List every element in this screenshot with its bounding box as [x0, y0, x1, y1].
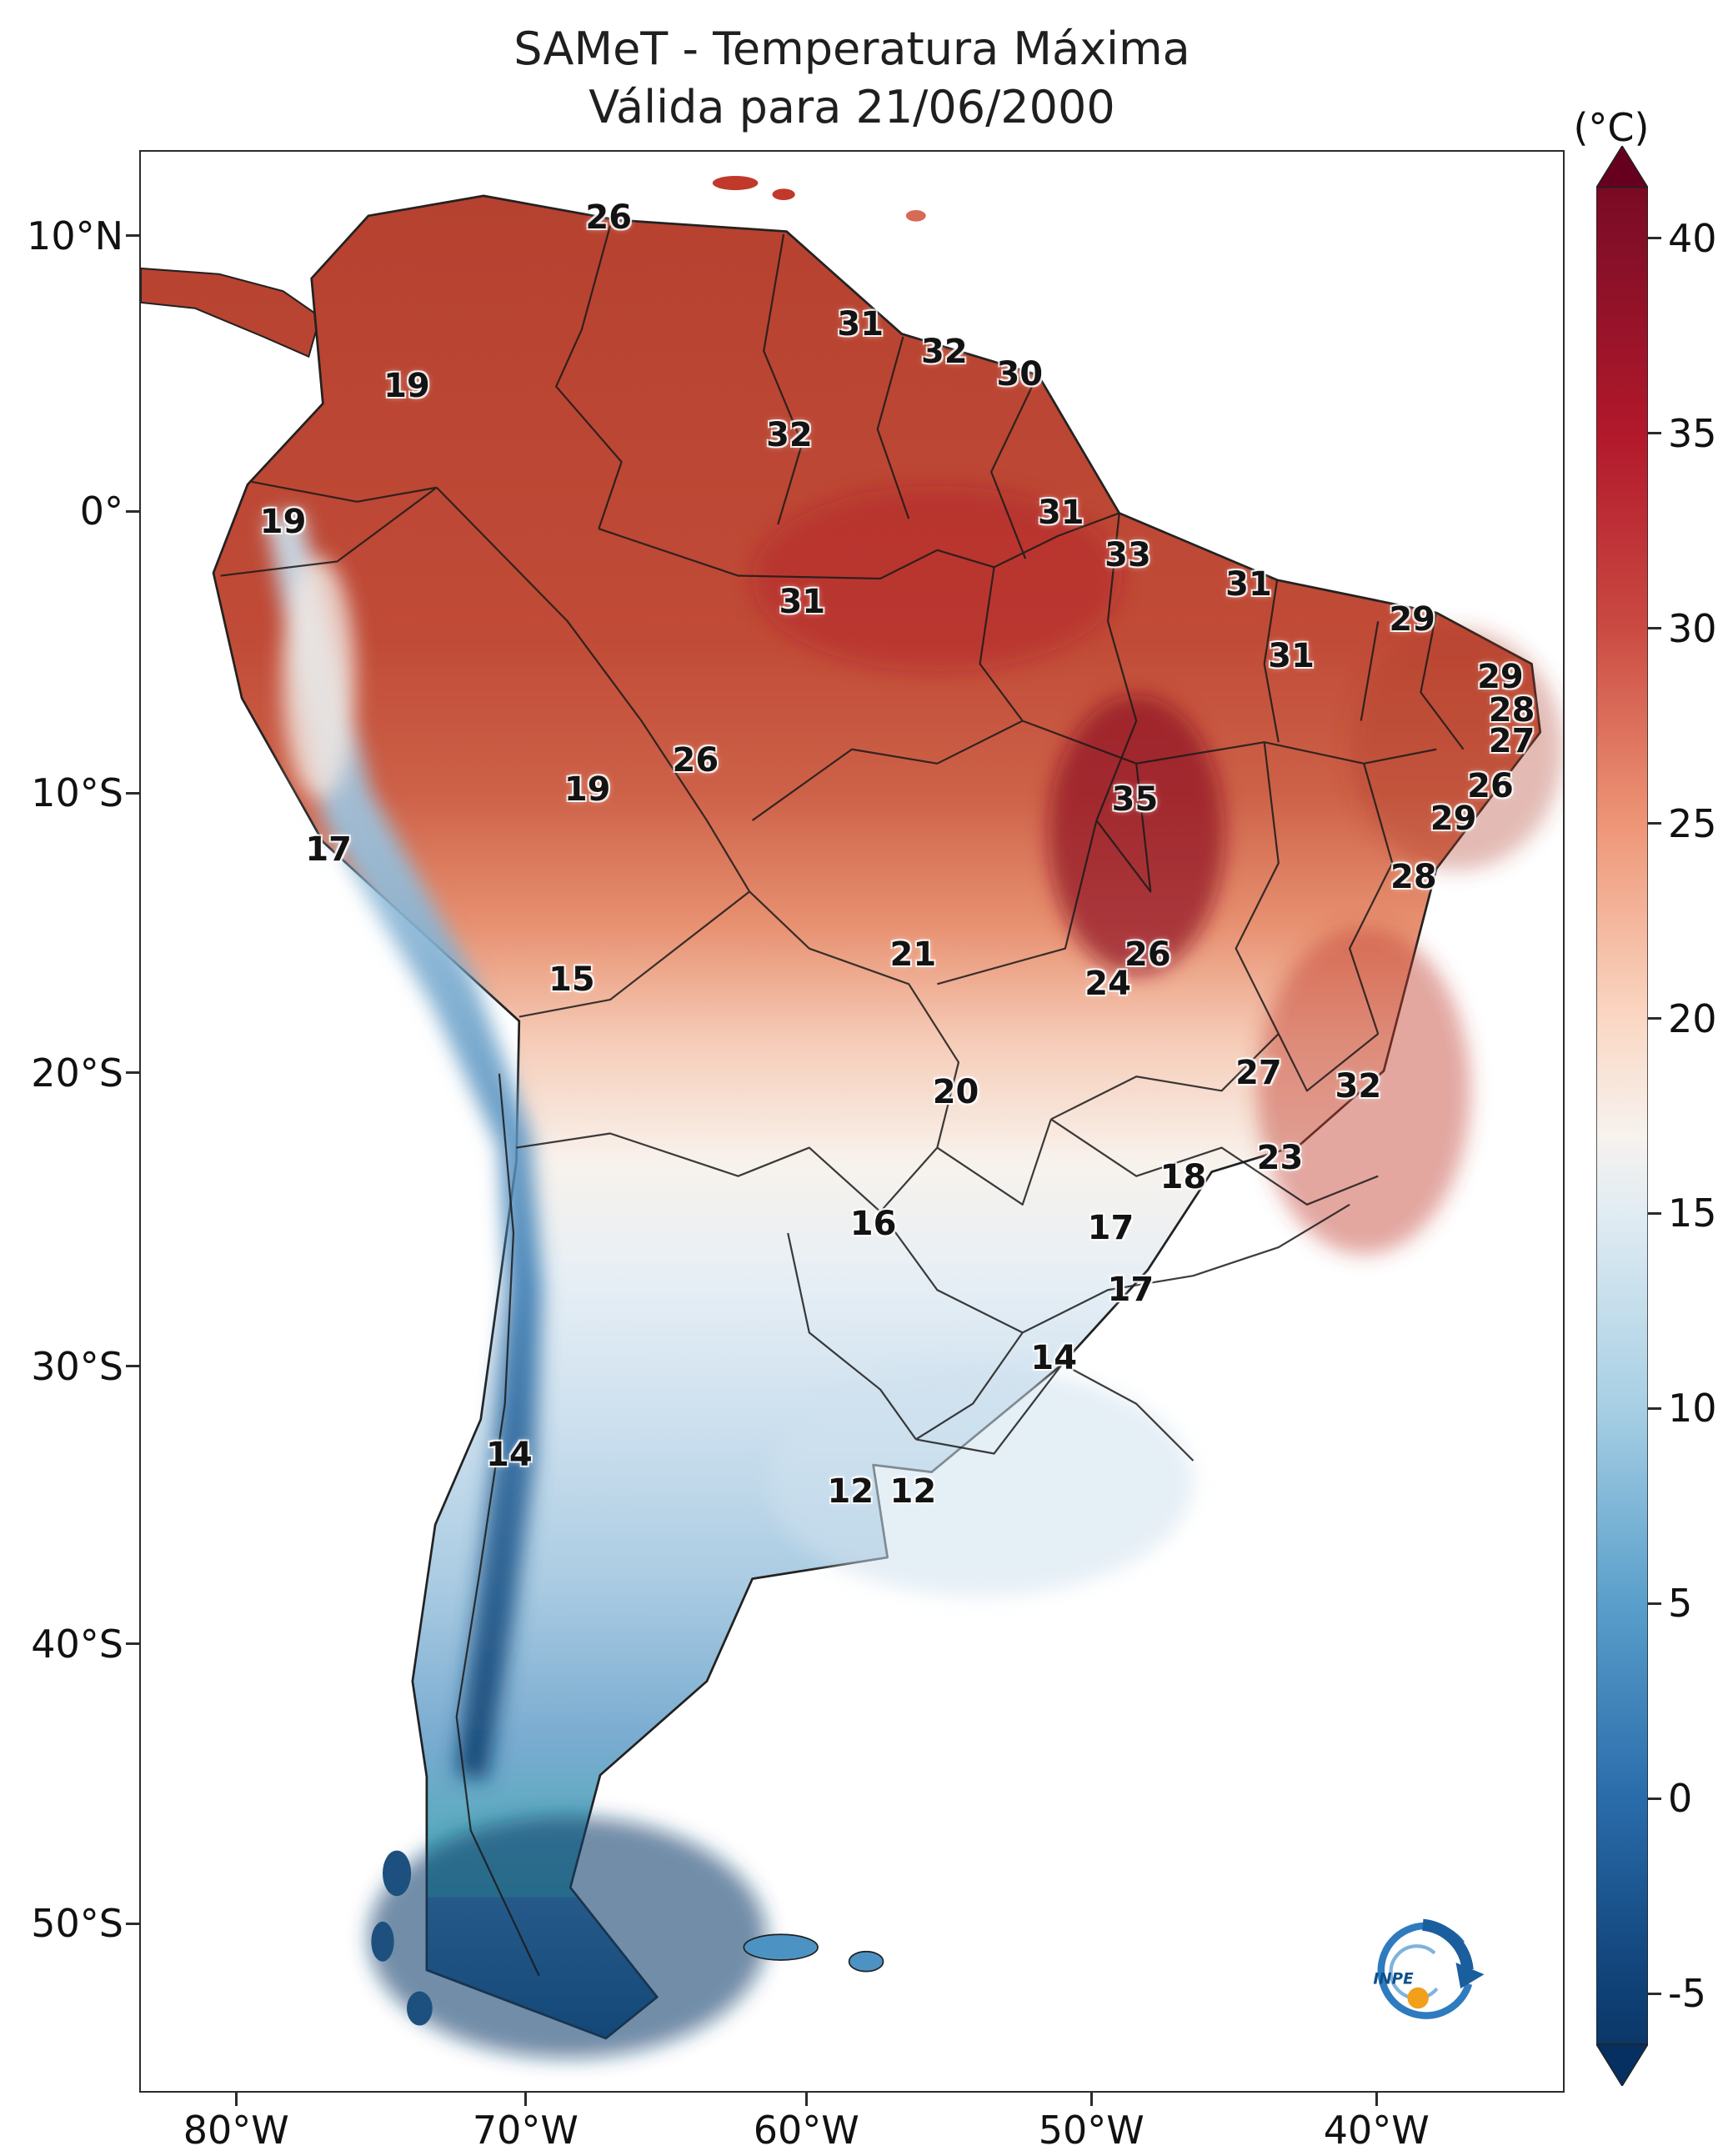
hot-band-north — [752, 486, 1123, 671]
colorbar-tick-label: 40 — [1668, 215, 1717, 261]
colorbar-tick-label: 15 — [1668, 1191, 1717, 1236]
axis-tick-mark — [523, 2093, 527, 2106]
axis-tick-mark — [126, 791, 139, 795]
axis-tick-mark — [1648, 1992, 1661, 1995]
logo-text: INPE — [1374, 1970, 1415, 1988]
axis-tick-mark — [234, 2093, 238, 2106]
axis-tick-mark — [126, 1071, 139, 1075]
axis-tick-mark — [1648, 1017, 1661, 1020]
axis-tick-mark — [126, 1642, 139, 1646]
map-title: SAMeT - Temperatura Máxima — [513, 23, 1190, 75]
axis-tick-mark — [126, 1922, 139, 1925]
colorbar-unit-label: (°C) — [1573, 105, 1650, 150]
map-frame: 26 31 32 30 19 32 19 31 33 31 31 29 31 29 28 27 26 19 26 35… — [139, 150, 1565, 2093]
political-borders — [220, 225, 1465, 1977]
colorbar-tick-label: -5 — [1668, 1971, 1706, 2017]
axis-tick-mark — [1375, 2093, 1378, 2106]
lat-tick-label: 20°S — [31, 1050, 123, 1096]
axis-tick-mark — [126, 234, 139, 238]
lon-tick-label: 70°W — [472, 2108, 579, 2153]
axis-tick-mark — [1648, 1406, 1661, 1410]
lon-tick-label: 80°W — [183, 2108, 289, 2153]
colorbar-tick-label: 10 — [1668, 1386, 1717, 1431]
lon-tick-label: 60°W — [753, 2108, 859, 2153]
inpe-logo: INPE — [1350, 1914, 1491, 2039]
logo-arrowhead — [1455, 1962, 1485, 1988]
pale-coast-peru — [281, 557, 356, 800]
colorbar — [1596, 146, 1648, 2086]
axis-tick-mark — [804, 2093, 808, 2106]
axis-tick-mark — [1648, 1797, 1661, 1800]
lon-tick-label: 40°W — [1323, 2108, 1430, 2153]
colorbar-tick-label: 30 — [1668, 605, 1717, 651]
map-subtitle: Válida para 21/06/2000 — [589, 81, 1115, 134]
colorbar-tick-label: 5 — [1668, 1581, 1693, 1627]
axis-tick-mark — [1089, 2093, 1093, 2106]
axis-tick-mark — [1648, 822, 1661, 825]
axis-tick-mark — [1648, 237, 1661, 240]
colorbar-tick-label: 0 — [1668, 1776, 1693, 1822]
hot-spot-tocantins — [1048, 694, 1225, 975]
hot-spot-southeast — [1257, 927, 1471, 1255]
colorbar-extend-max — [1596, 146, 1648, 188]
south-america-temperature-map — [141, 176, 1563, 2058]
lat-tick-label: 40°S — [31, 1621, 123, 1667]
title-block: SAMeT - Temperatura Máxima Válida para 2… — [139, 20, 1565, 137]
axis-tick-mark — [1648, 1602, 1661, 1605]
hot-spot-northeast-coast — [1350, 628, 1563, 870]
cold-patagonia — [368, 1816, 767, 2058]
axis-tick-mark — [1648, 627, 1661, 630]
logo-arrow — [1422, 1918, 1475, 1971]
axis-tick-mark — [1648, 432, 1661, 435]
axis-tick-mark — [126, 509, 139, 513]
lat-tick-label: 0° — [79, 489, 123, 534]
lat-tick-label: 50°S — [31, 1901, 123, 1947]
lat-tick-label: 10°N — [27, 213, 123, 258]
axis-tick-mark — [1648, 1211, 1661, 1215]
lat-tick-label: 10°S — [31, 770, 123, 816]
lon-tick-label: 50°W — [1038, 2108, 1144, 2153]
colorbar-tick-label: 35 — [1668, 410, 1717, 456]
colorbar-tick-label: 25 — [1668, 800, 1717, 846]
panama-strip — [141, 267, 322, 358]
andes-cold-band — [266, 510, 543, 1781]
lat-tick-label: 30°S — [31, 1343, 123, 1389]
logo-orange-dot — [1407, 1987, 1430, 2009]
colorbar-extend-min — [1596, 2043, 1648, 2086]
colorbar-tick-label: 20 — [1668, 995, 1717, 1041]
cool-pampas — [766, 1368, 1194, 1597]
islands — [371, 176, 926, 2026]
axis-tick-mark — [126, 1365, 139, 1368]
colorbar-body — [1596, 187, 1648, 2045]
